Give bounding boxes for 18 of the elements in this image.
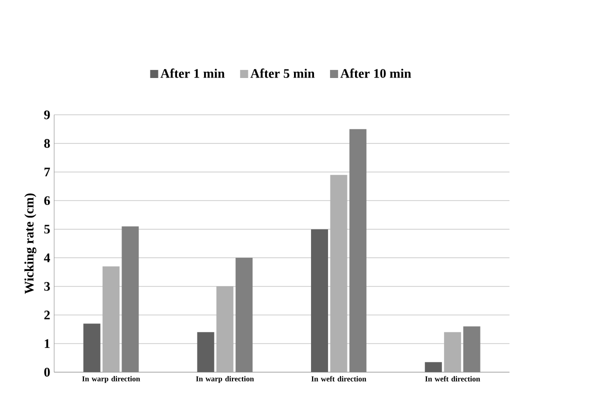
y-tick-label: 4 [44,253,50,262]
bar [311,229,328,372]
y-tick-label: 9 [44,110,50,120]
bar [83,324,100,372]
legend-label: After 1 min [160,68,225,78]
y-tick-label: 5 [44,224,50,234]
y-tick-label: 2 [44,310,50,320]
y-tick-label: 0 [44,368,50,377]
bar [197,332,214,372]
y-tick-label: 1 [44,339,50,348]
y-tick-label: 8 [44,138,50,148]
y-axis-title: Wicking rate (cm) [24,193,36,294]
y-tick-label: 7 [44,168,50,176]
bar [424,362,442,372]
legend-label: After 5 min [250,68,315,78]
y-tick-label: 3 [44,282,50,291]
legend-label: After 10 min [340,68,412,78]
y-tick-label: 6 [44,196,50,205]
